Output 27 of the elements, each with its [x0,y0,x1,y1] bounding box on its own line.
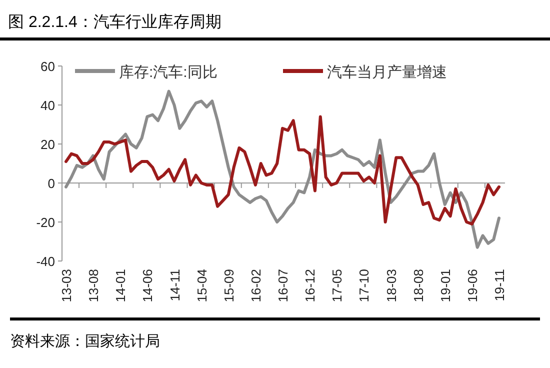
y-tick-label: -40 [36,254,55,269]
x-tick-label: 14-06 [140,269,156,302]
x-tick-label: 16-12 [302,269,318,302]
x-tick-label: 19-01 [438,269,453,302]
legend-label: 汽车当月产量增速 [327,64,447,81]
text: 资料来源：国家统计局 [10,333,160,350]
legend-label: 库存:汽车:同比 [119,64,218,81]
y-tick-label: 60 [40,59,55,74]
x-tick-label: 18-08 [410,269,426,302]
x-tick-label: 17-10 [356,269,372,302]
x-tick-label: 15-04 [194,269,210,302]
x-tick-label: 18-03 [384,269,399,302]
x-tick-label: 19-06 [464,269,480,302]
x-tick-label: 15-09 [221,269,236,302]
x-tick-label: 14-11 [167,269,182,302]
x-tick-label: 13-03 [59,269,74,302]
chart-title: 图 2.2.1.4：汽车行业库存周期 [8,13,222,31]
x-tick-label: 17-05 [330,269,345,302]
x-tick-label: 16-07 [276,269,290,302]
y-tick-label: 40 [40,98,55,113]
x-tick-label: 14-01 [113,269,128,302]
y-tick-label: 0 [48,176,55,191]
y-tick-label: -20 [36,215,55,230]
y-tick-label: 20 [40,137,55,152]
x-tick-label: 13-08 [86,269,102,302]
x-tick-label: 19-11 [492,269,507,302]
x-tick-label: 16-02 [248,269,264,302]
